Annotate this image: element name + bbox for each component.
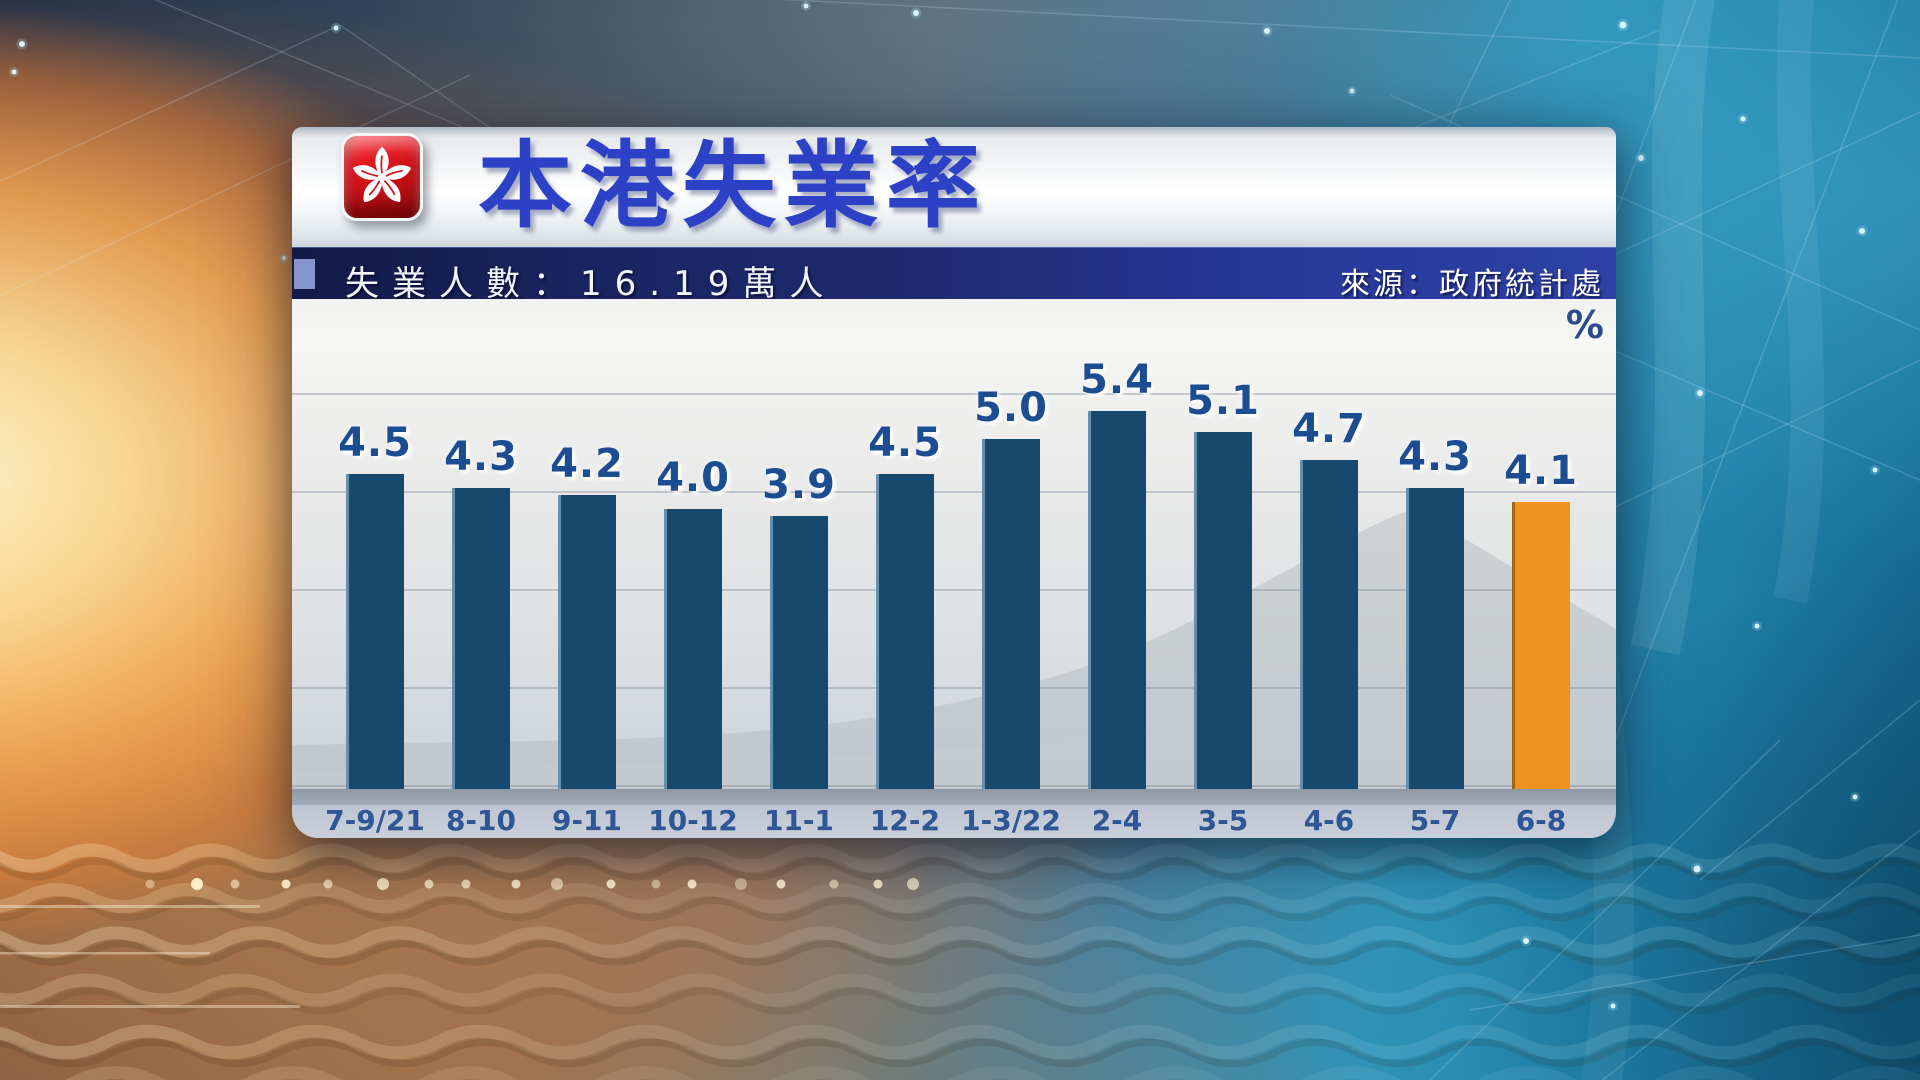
chart-column: 4.1 [1488,299,1594,789]
chart-panel: 本港失業率 失業人數：16.19萬人 來源：政府統計處 % 4.5 4.3 4.2 4… [292,127,1616,838]
bar-value-label: 4.3 [444,434,518,480]
hk-bauhinia-flag-icon [341,133,423,221]
bar-value-label: 5.0 [974,385,1048,431]
bar-value-label: 4.3 [1398,434,1472,480]
chart-column: 4.0 [640,299,746,789]
gridline [292,491,1616,493]
bar-value-label: 4.1 [1504,448,1578,494]
bar [1406,488,1464,789]
subtitle-accent-square [294,259,315,289]
axis-label: 8-10 [445,804,517,837]
bar-value-label: 4.5 [868,420,942,466]
unit-percent-label: % [1565,303,1604,347]
gridline [292,785,1616,787]
bar-value-label: 5.4 [1080,357,1154,403]
gridline [292,393,1616,395]
bauhinia-flower-icon [350,146,414,207]
axis-label-strip: 7-9/21 8-10 9-11 10-12 11-1 12-2 1-3/22 2-4 3-5 4… [292,805,1616,838]
bar [452,488,510,789]
chart-column: 4.5 [852,299,958,789]
bar [1300,460,1358,789]
panel-header: 本港失業率 [292,127,1616,247]
bar-value-label: 4.2 [550,441,624,487]
bar-value-label: 5.1 [1186,378,1260,424]
chart-column: 5.1 [1170,299,1276,789]
axis-label: 11-1 [763,804,835,837]
gridline [292,589,1616,591]
axis-label: 3-5 [1197,804,1249,837]
bar [1194,432,1252,789]
axis-label: 10-12 [648,804,738,837]
data-source-label: 來源：政府統計處 [1340,267,1604,302]
axis-label: 5-7 [1409,804,1461,837]
chart-column: 4.2 [534,299,640,789]
bar [346,474,404,789]
axis-label: 1-3/22 [961,804,1061,837]
bar [558,495,616,789]
chart-area: % 4.5 4.3 4.2 4.0 3.9 4.5 5.0 5.4 5.1 4.7 4.3 4.1 [292,299,1616,789]
bar-value-label: 4.7 [1292,406,1366,452]
unemployed-count-label: 失業人數：16.19萬人 [345,264,837,304]
axis-label: 4-6 [1303,804,1355,837]
chart-columns: 4.5 4.3 4.2 4.0 3.9 4.5 5.0 5.4 5.1 4.7 4.3 4.1 [322,299,1594,789]
bar [664,509,722,789]
bar [1088,411,1146,789]
axis-label: 2-4 [1091,804,1143,837]
chart-column: 4.7 [1276,299,1382,789]
gridline [292,687,1616,689]
bar-value-label: 4.5 [338,420,412,466]
bar-highlighted-latest [1512,502,1570,789]
bar-value-label: 4.0 [656,455,730,501]
axis-label: 7-9/21 [325,804,425,837]
hill-silhouette [292,512,1616,789]
chart-column: 4.3 [1382,299,1488,789]
chart-column: 3.9 [746,299,852,789]
axis-labels: 7-9/21 8-10 9-11 10-12 11-1 12-2 1-3/22 2-4 3-5 4… [322,805,1594,838]
bar [982,439,1040,789]
bar [770,516,828,789]
axis-label: 6-8 [1515,804,1567,837]
bar [876,474,934,789]
chart-column: 5.0 [958,299,1064,789]
page-title: 本港失業率 [478,132,989,241]
axis-label: 12-2 [869,804,941,837]
axis-label: 9-11 [551,804,623,837]
subtitle-bar: 失業人數：16.19萬人 來源：政府統計處 [292,247,1616,304]
chart-column: 4.5 [322,299,428,789]
axis-baseline-band [292,789,1616,805]
bar-value-label: 3.9 [762,462,836,508]
chart-column: 4.3 [428,299,534,789]
chart-column: 5.4 [1064,299,1170,789]
